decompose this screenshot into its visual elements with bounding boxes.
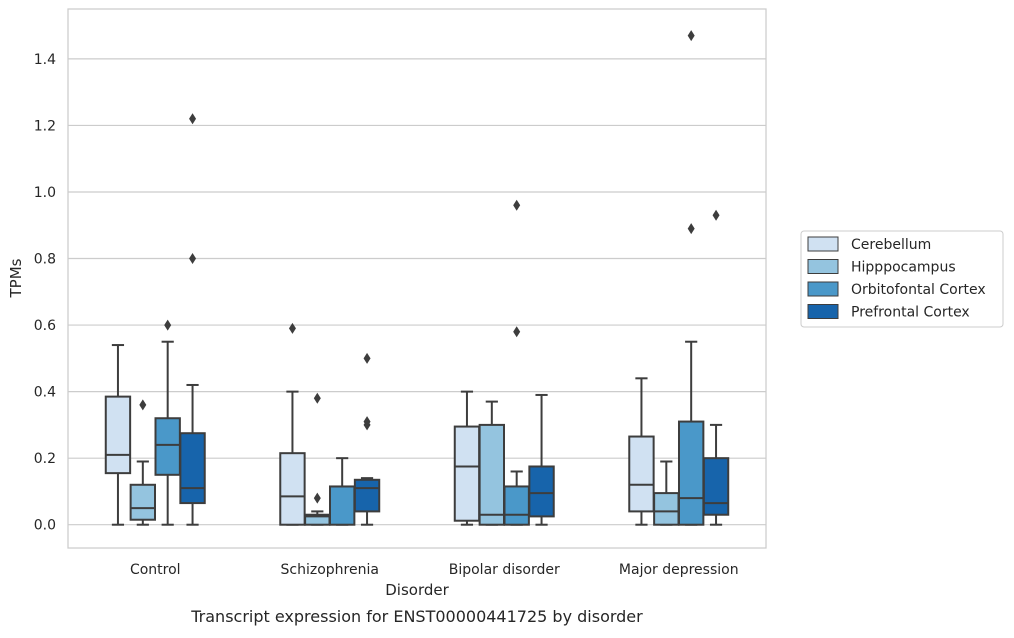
x-axis-ticks: Control Schizophrenia Bipolar disorder Majo…	[130, 562, 739, 578]
box-group	[528, 393, 555, 526]
box	[328, 485, 356, 526]
box	[628, 435, 655, 513]
box	[653, 492, 680, 526]
box-group	[653, 460, 680, 526]
legend-label: Hipppocampus	[851, 260, 956, 276]
box	[353, 478, 381, 513]
box-group	[129, 399, 157, 526]
box-group	[478, 400, 506, 526]
box-group	[453, 390, 481, 526]
legend-swatch	[807, 236, 839, 252]
legend-label: Cerebellum	[851, 237, 931, 253]
box	[478, 423, 506, 526]
outlier-point	[712, 209, 720, 221]
legend-label: Orbitofontal Cortex	[851, 282, 986, 298]
box-group	[328, 457, 356, 526]
outlier-point	[313, 392, 321, 404]
x-tick-label: Schizophrenia	[281, 562, 379, 578]
box-layer	[104, 30, 730, 526]
y-axis-ticks: 0.0 0.2 0.4 0.6 0.8 1.0 1.2 1.4	[34, 52, 56, 534]
box-group	[179, 113, 206, 526]
legend-swatch	[807, 259, 839, 274]
plot-area-frame	[67, 8, 767, 549]
legend-swatch	[807, 281, 839, 297]
outlier-point	[513, 326, 521, 338]
box	[104, 395, 132, 475]
box-group	[677, 30, 705, 526]
box	[279, 452, 306, 526]
legend-swatch	[807, 304, 839, 319]
legend-frame	[800, 230, 1004, 328]
y-tick-label: 0.0	[34, 518, 56, 534]
box	[453, 425, 481, 522]
outlier-point	[164, 319, 172, 331]
outlier-point	[687, 223, 695, 235]
box-group	[353, 352, 381, 526]
box-group	[154, 319, 181, 526]
outlier-point	[139, 399, 147, 411]
box-group	[279, 322, 306, 526]
box	[677, 420, 705, 526]
y-axis-label: TPMs	[7, 258, 25, 298]
x-tick-label: Major depression	[619, 562, 739, 578]
y-tick-label: 1.4	[34, 52, 56, 68]
y-tick-label: 0.2	[34, 451, 56, 467]
outlier-point	[313, 492, 321, 504]
box	[528, 465, 555, 518]
outlier-point	[363, 416, 371, 428]
box-group	[503, 199, 530, 526]
y-tick-label: 1.2	[34, 118, 56, 134]
box	[503, 485, 530, 526]
legend-label: Prefrontal Cortex	[851, 305, 970, 321]
y-tick-label: 0.8	[34, 252, 56, 268]
box-group	[702, 209, 730, 526]
box	[179, 432, 206, 505]
box	[129, 483, 157, 521]
y-tick-label: 0.6	[34, 318, 56, 334]
box	[154, 417, 181, 476]
x-tick-label: Bipolar disorder	[449, 562, 560, 578]
outlier-point	[288, 322, 296, 334]
box	[702, 457, 730, 516]
outlier-point	[189, 253, 197, 265]
outlier-point	[687, 30, 695, 42]
legend: Cerebellum Hipppocampus Orbitofontal Corte…	[800, 230, 1004, 328]
y-tick-label: 0.4	[34, 385, 56, 401]
outlier-point	[189, 113, 197, 125]
outlier-point	[363, 352, 371, 364]
x-axis-label: Disorder	[385, 581, 449, 599]
chart-caption: Transcript expression for ENST0000044172…	[190, 607, 643, 626]
x-tick-label: Control	[130, 562, 181, 578]
box-group	[628, 377, 655, 526]
outlier-point	[513, 199, 521, 211]
y-tick-label: 1.0	[34, 185, 56, 201]
box-group	[104, 344, 132, 526]
